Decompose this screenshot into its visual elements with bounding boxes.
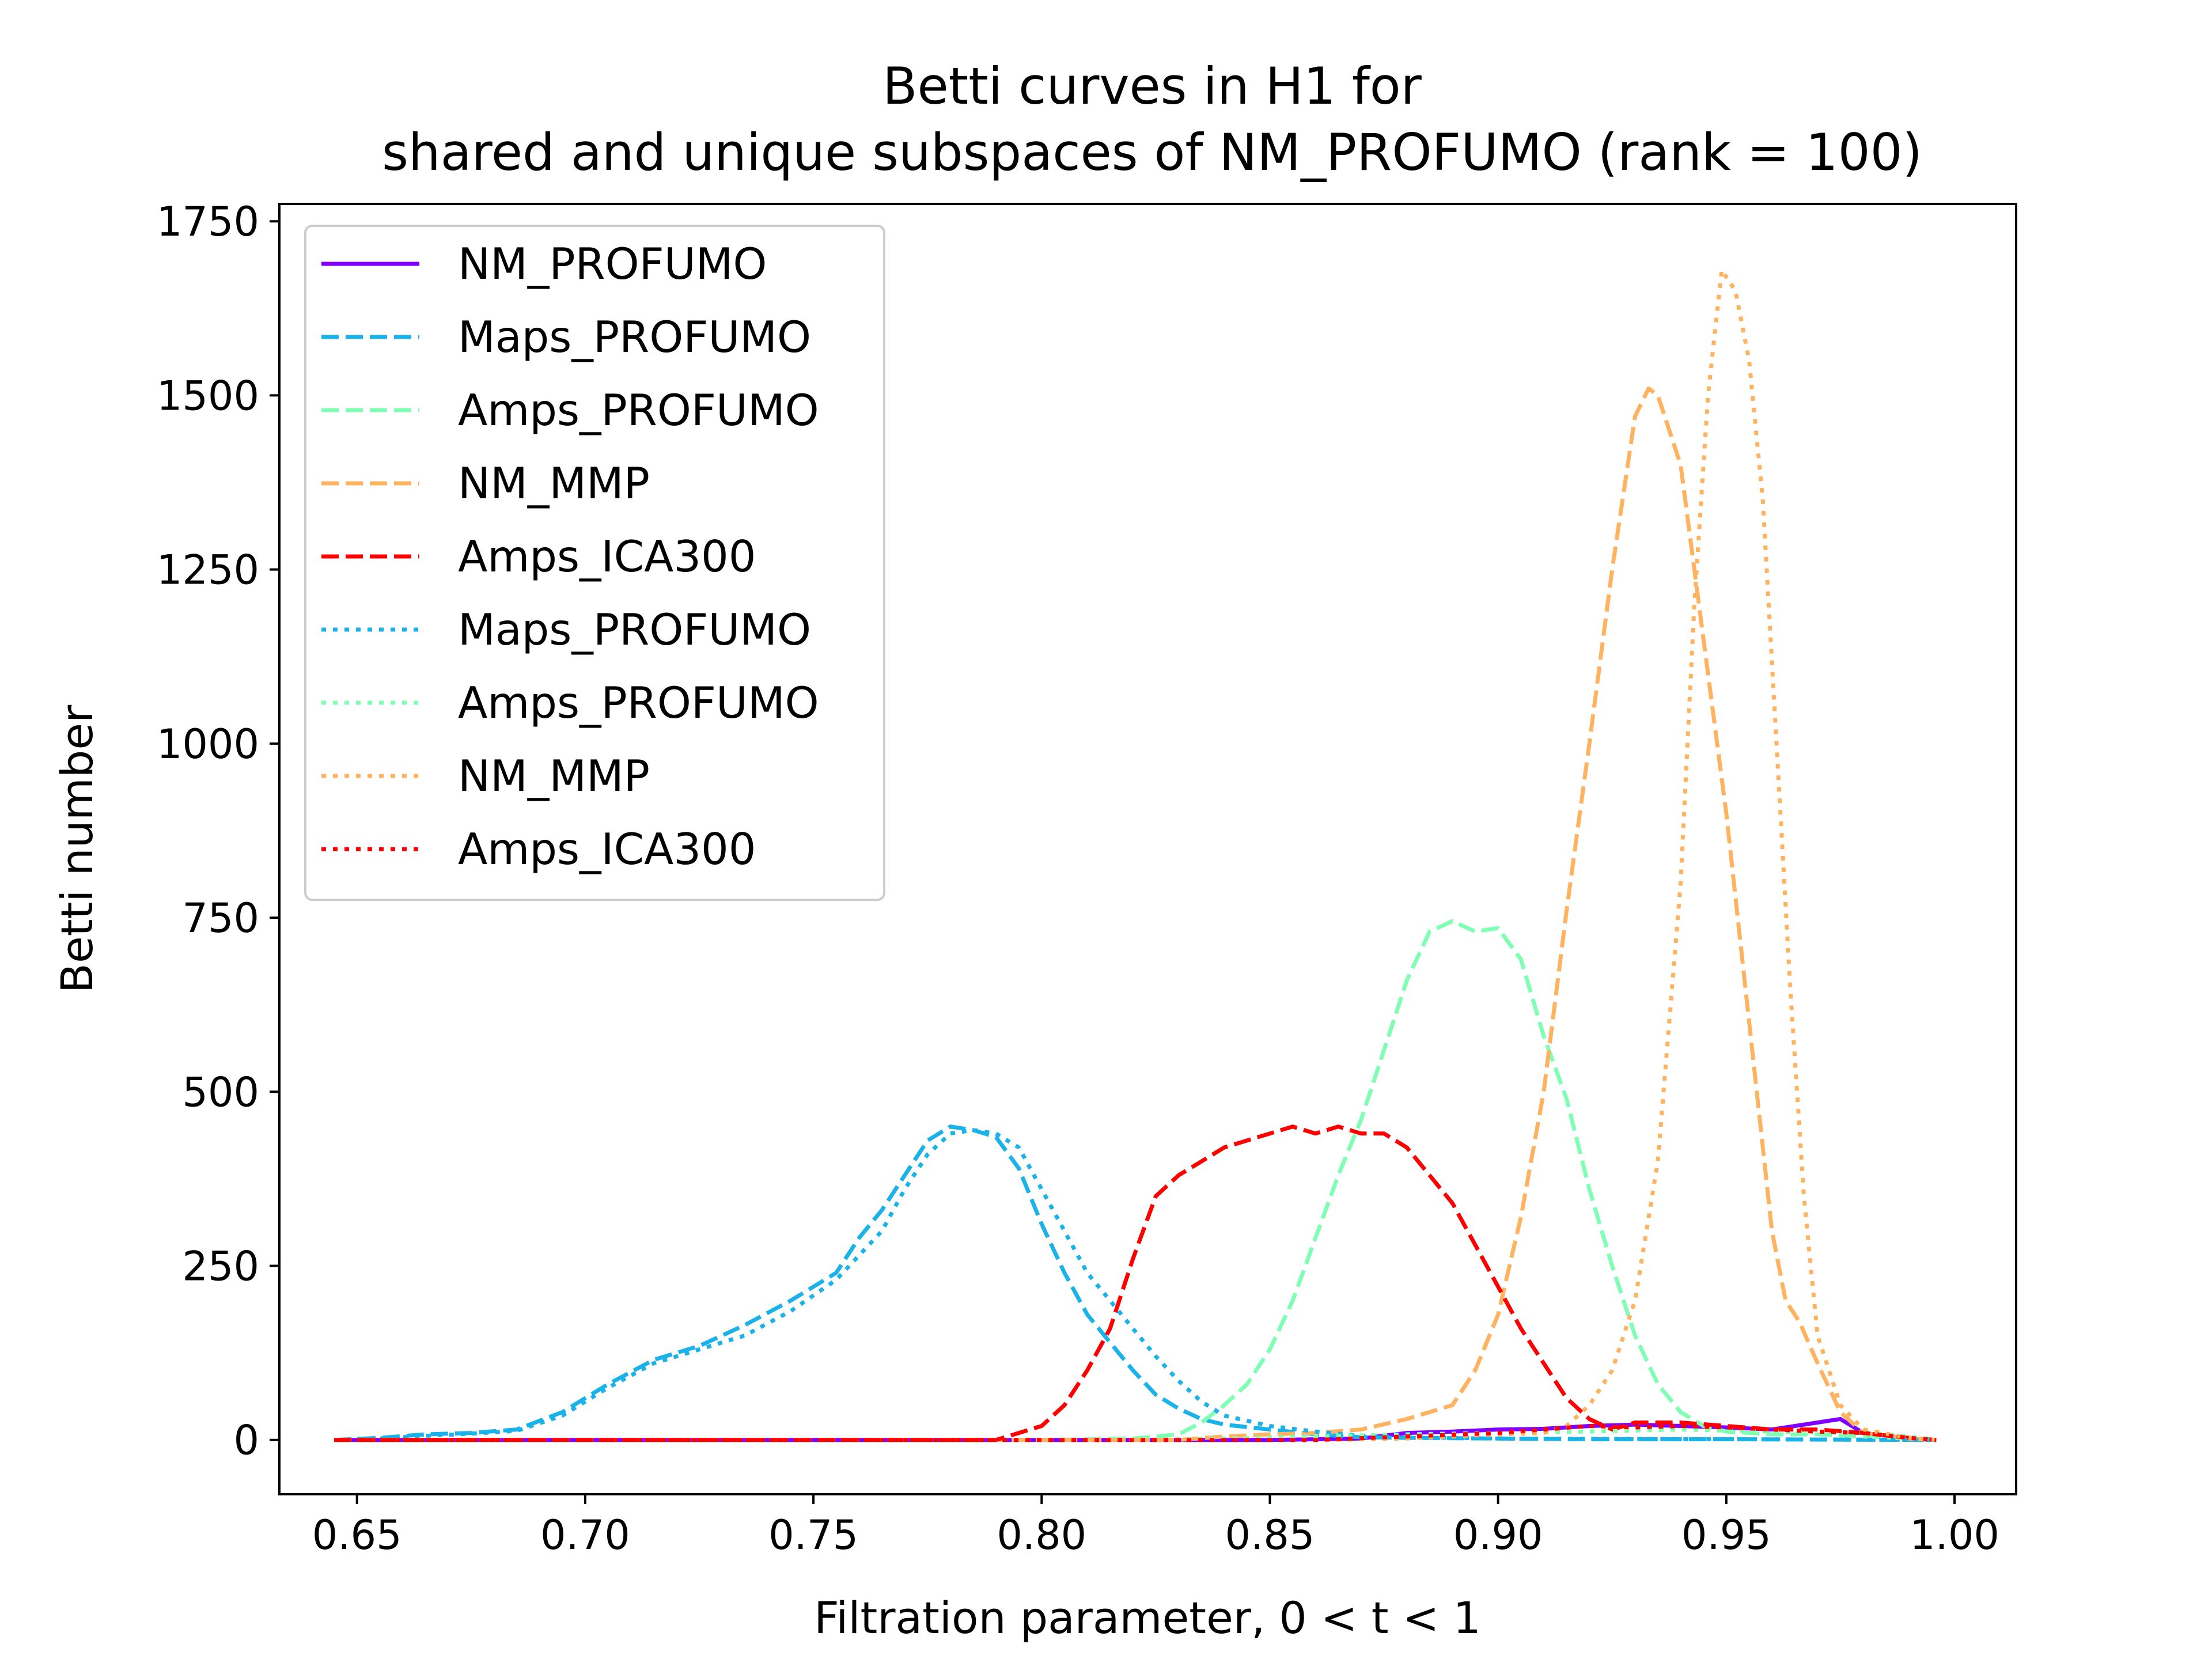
plot-frame: [278, 203, 2017, 1495]
x-axis-label: Filtration parameter, 0 < t < 1: [814, 1592, 1481, 1643]
y-tick-label: 250: [182, 1243, 259, 1290]
y-tick-label: 1750: [157, 198, 259, 245]
legend: NM_PROFUMO Maps_PROFUMO Amps_PROFUMO NM_MMP…: [304, 225, 885, 901]
legend-label: Amps_PROFUMO: [458, 677, 819, 728]
y-tick-label: 750: [182, 895, 259, 942]
legend-label: Amps_PROFUMO: [458, 385, 819, 435]
legend-label: Maps_PROFUMO: [458, 604, 811, 655]
y-tick-label: 1250: [157, 547, 259, 594]
series-line-6: [334, 1427, 1937, 1442]
y-axis-label: Betti number: [51, 704, 103, 993]
x-tick-label: 0.85: [1225, 1512, 1315, 1559]
y-tick-label: 1000: [157, 721, 259, 768]
y-tick-label: 500: [182, 1069, 259, 1116]
x-tick-label: 0.75: [768, 1512, 858, 1559]
series-layer: [334, 268, 1937, 1442]
x-tick-label: 0.70: [540, 1512, 630, 1559]
chart-title: Betti curves in H1 for: [882, 56, 1422, 116]
legend-label: Amps_ICA300: [458, 531, 756, 582]
x-tick-label: 0.80: [997, 1512, 1086, 1559]
x-tick-label: 0.95: [1681, 1512, 1771, 1559]
legend-label: NM_PROFUMO: [458, 238, 767, 289]
legend-label: Maps_PROFUMO: [458, 312, 811, 362]
series-line-3: [334, 386, 1937, 1442]
legend-label: NM_MMP: [458, 458, 650, 509]
y-tick-label: 1500: [157, 372, 259, 419]
series-line-4: [334, 1124, 1937, 1442]
ticks: 0.65 0.70 0.75 0.80 0.85 0.90 0.95 1.00 0 250 500 7…: [157, 198, 1999, 1559]
legend-label: Amps_ICA300: [458, 824, 756, 874]
legend-label: NM_MMP: [458, 751, 650, 801]
legend-box: [304, 225, 885, 901]
x-tick-label: 1.00: [1910, 1512, 1999, 1559]
series-line-8: [334, 1424, 1937, 1442]
series-line-5: [334, 1128, 1937, 1442]
x-tick-label: 0.65: [312, 1512, 402, 1559]
y-tick-label: 0: [233, 1417, 259, 1464]
chart-subtitle: shared and unique subspaces of NM_PROFUM…: [382, 123, 1922, 182]
x-tick-label: 0.90: [1453, 1512, 1543, 1559]
